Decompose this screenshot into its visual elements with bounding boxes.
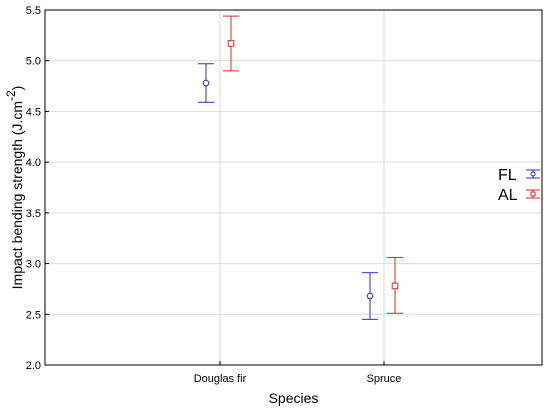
x-tick-label: Douglas fir — [194, 373, 247, 385]
series-fl — [198, 63, 378, 320]
x-axis-title: Species — [269, 390, 319, 406]
legend-item-al: AL — [498, 187, 540, 204]
legend: FL AL — [498, 167, 540, 204]
y-tick-label: 4.5 — [26, 106, 41, 118]
x-tick-layer: Douglas fir Spruce — [194, 361, 402, 385]
data-point-fl — [202, 79, 210, 87]
y-tick-label: 5.0 — [26, 56, 41, 68]
legend-label: FL — [498, 167, 517, 184]
legend-item-fl: FL — [498, 167, 540, 184]
y-tick-label: 2.0 — [26, 360, 41, 372]
y-tick-layer: 2.0 2.5 3.0 3.5 4.0 4.5 5.0 5.5 — [26, 5, 49, 372]
series-al — [223, 15, 403, 314]
y-axis-title-close: ) — [9, 86, 25, 91]
data-point-fl — [366, 292, 374, 300]
y-tick-label: 3.0 — [26, 259, 41, 271]
data-point-al — [227, 40, 235, 47]
legend-marker-circle — [530, 171, 536, 177]
plot-frame — [44, 9, 543, 366]
x-tick-label: Spruce — [367, 373, 402, 385]
y-tick-label: 5.5 — [26, 5, 41, 17]
grid-layer — [45, 9, 542, 366]
legend-marker-square — [530, 191, 536, 197]
y-axis-title: Impact bending strength (J.cm-2) — [4, 86, 25, 290]
y-tick-label: 4.0 — [26, 157, 41, 169]
data-point-al — [391, 282, 399, 290]
y-tick-label: 3.5 — [26, 208, 41, 220]
y-axis-title-superscript: -2 — [4, 90, 18, 101]
series-layer — [198, 15, 403, 320]
y-tick-label: 2.5 — [26, 309, 41, 321]
legend-label: AL — [498, 187, 518, 204]
y-axis-title-main: Impact bending strength (J.cm — [9, 101, 25, 289]
